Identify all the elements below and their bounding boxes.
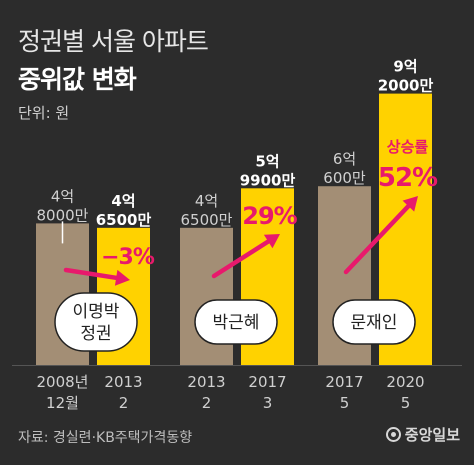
bar-value-label: 9억 2000만 — [378, 58, 434, 95]
change-arrow-line — [211, 236, 276, 279]
government-pill — [194, 299, 278, 345]
unit-label: 단위: 원 — [18, 104, 70, 122]
chart-title: 정권별 서울 아파트 — [18, 27, 209, 56]
change-percent-label: 52% — [378, 163, 438, 193]
change-arrow-head — [263, 234, 280, 249]
bar-value-label: 6억 600만 — [323, 150, 366, 187]
change-caption: 상승률 — [387, 138, 429, 156]
change-arrow-line — [343, 199, 415, 275]
change-arrow-head — [402, 196, 418, 212]
government-label: 박근혜 — [213, 313, 260, 333]
change-arrow-head — [114, 269, 130, 286]
bar-value-label: 4억 6500만 — [96, 192, 152, 229]
x-tick-label: 2013 2 — [104, 373, 142, 412]
change-percent-label: −3% — [101, 245, 155, 270]
x-tick-label: 2013 2 — [187, 373, 225, 412]
government-pill — [332, 299, 416, 345]
government-label: 문재인 — [351, 313, 398, 333]
bar-value-label: 4억 8000만 — [37, 187, 89, 224]
chart-subtitle: 중위값 변화 — [18, 65, 137, 94]
bar-value-label: 4억 6500만 — [181, 192, 233, 229]
government-label: 이명박 정권 — [73, 302, 120, 344]
logo-text: 중앙일보 — [404, 426, 460, 444]
x-tick-label: 2008년 12월 — [37, 373, 89, 412]
change-arrow-line — [63, 267, 124, 281]
publisher-logo: 중앙일보 — [385, 424, 460, 445]
x-tick-label: 2020 5 — [386, 373, 424, 412]
government-pill — [54, 292, 138, 352]
bar-value-label: 5억 9900만 — [240, 152, 296, 189]
change-percent-label: 29% — [242, 202, 297, 230]
source-note: 자료: 경실련·KB주택가격동향 — [18, 430, 193, 446]
logo-circle-icon — [385, 427, 401, 442]
x-tick-label: 2017 3 — [248, 373, 286, 412]
x-tick-label: 2017 5 — [325, 373, 363, 412]
